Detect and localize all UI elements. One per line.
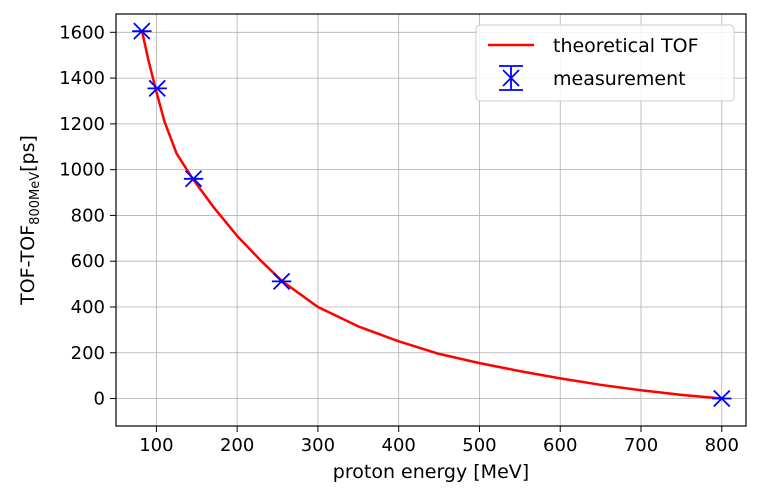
x-tick-label: 100 (139, 435, 173, 456)
y-tick-label: 1000 (59, 160, 105, 181)
y-tick-label: 400 (71, 297, 105, 318)
x-tick-label: 200 (220, 435, 254, 456)
y-axis-label-subscript: 800MeV (28, 172, 43, 225)
y-tick-label: 0 (94, 389, 105, 410)
y-tick-label: 800 (71, 205, 105, 226)
plot-frame (115, 13, 747, 427)
legend-theoretical-label: theoretical TOF (553, 35, 699, 57)
measurement-point (147, 79, 167, 98)
x-tick-label: 500 (462, 435, 496, 456)
x-tick-label: 700 (624, 435, 658, 456)
legend-box (475, 24, 735, 102)
y-tick-label: 1200 (59, 114, 105, 135)
series-layer (132, 22, 732, 408)
measurement-point (712, 389, 732, 408)
y-axis-label-unit: [ps] (17, 135, 39, 172)
y-axis: 0 200 400 600 800 1000 1200 1400 1600 (59, 22, 116, 410)
legend-measurement-label: measurement (553, 68, 686, 90)
measurement-point (132, 22, 152, 40)
x-tick-label: 400 (382, 435, 416, 456)
x-axis: 100 200 300 400 500 600 700 800 (139, 426, 739, 456)
y-axis-label: TOF-TOF800MeV[ps] (17, 135, 43, 306)
theoretical-tof-line (140, 29, 722, 400)
measurement-point (183, 170, 204, 188)
measurement-point (271, 272, 292, 290)
y-axis-label-main: TOF-TOF (17, 225, 39, 306)
y-tick-label: 1600 (59, 22, 105, 43)
y-tick-label: 200 (71, 343, 105, 364)
x-tick-label: 300 (301, 435, 335, 456)
legend: theoretical TOF measurement (475, 24, 735, 102)
x-tick-label: 600 (543, 435, 577, 456)
x-axis-label: proton energy [MeV] (333, 461, 529, 483)
y-tick-label: 1400 (59, 68, 105, 89)
x-tick-label: 800 (705, 435, 739, 456)
y-tick-label: 600 (71, 251, 105, 272)
legend-marker-swatch (499, 65, 523, 91)
